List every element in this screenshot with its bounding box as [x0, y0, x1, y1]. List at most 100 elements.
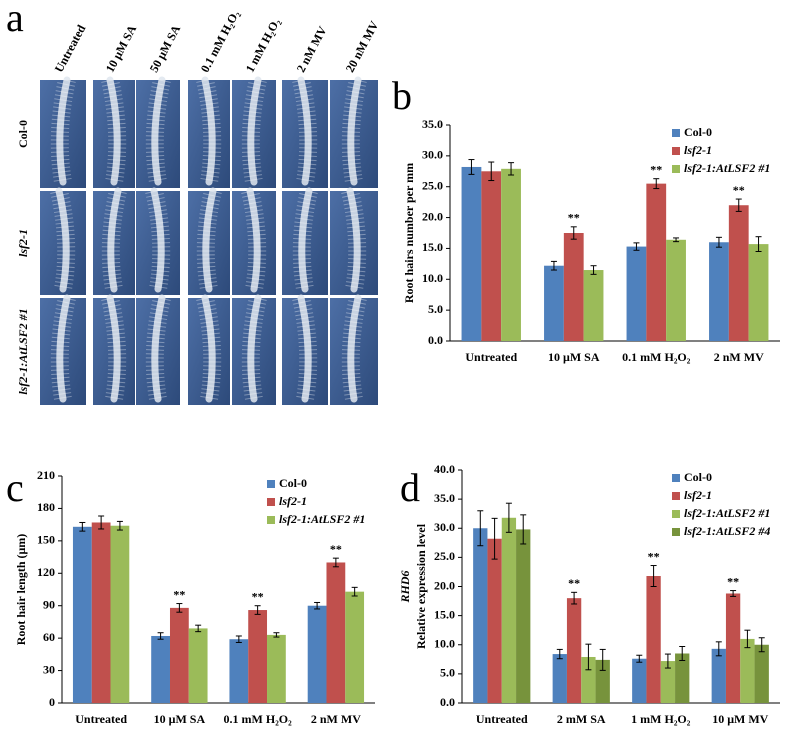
- error-bar: [730, 590, 737, 597]
- y-tick-label: 210: [37, 468, 55, 482]
- column-label: 20 nM MV: [343, 18, 382, 74]
- x-tick-label: 0.1 mM H₂O₂: [622, 350, 691, 364]
- legend-label: Col-0: [684, 125, 712, 139]
- root: [298, 187, 313, 293]
- y-tick-label: 60: [43, 630, 55, 644]
- root-hairs: [101, 296, 127, 401]
- error-bar: [653, 178, 660, 190]
- significance-mark: **: [650, 162, 662, 176]
- column-label: 0.1 mM H₂O₂: [198, 8, 243, 75]
- error-bar: [488, 161, 495, 182]
- root-hairs: [241, 296, 267, 401]
- bar: [646, 576, 661, 703]
- y-tick-label: 30.0: [434, 520, 455, 534]
- root-hairs: [241, 78, 267, 184]
- bar: [626, 246, 647, 341]
- error-bar: [590, 265, 597, 275]
- bar: [566, 598, 582, 703]
- legend-swatch: [672, 129, 680, 137]
- error-bar: [599, 648, 606, 671]
- bar: [345, 591, 365, 703]
- x-tick-label: 2 nM MV: [311, 712, 361, 726]
- error-bar: [636, 654, 643, 663]
- y-tick-label: 0.0: [440, 695, 455, 709]
- significance-mark: **: [173, 587, 185, 601]
- significance-mark: **: [252, 589, 264, 603]
- legend-swatch: [672, 528, 680, 536]
- legend-label: lsf2-1:AtLSF2 #1: [279, 512, 365, 526]
- root: [55, 187, 70, 293]
- bar: [169, 607, 189, 703]
- error-bar: [550, 260, 557, 271]
- error-bar: [633, 242, 640, 251]
- column-label: 1 mM H₂O₂: [243, 16, 283, 75]
- y-tick-label: 120: [37, 565, 55, 579]
- error-bar: [735, 198, 742, 212]
- column-label: 10 μM SA: [103, 22, 140, 74]
- y-tick-label: 20.0: [434, 578, 455, 592]
- bar: [544, 265, 564, 341]
- x-tick-label: 10 μM SA: [154, 712, 206, 726]
- bar: [501, 517, 517, 703]
- root-hairs: [196, 78, 222, 184]
- bar: [740, 638, 755, 703]
- bar: [725, 593, 741, 703]
- significance-mark: **: [733, 183, 745, 197]
- x-tick-label: 10 μM SA: [548, 350, 600, 364]
- error-bar: [332, 557, 339, 568]
- x-tick-label: Untreated: [476, 712, 528, 726]
- root: [151, 76, 166, 186]
- bar: [709, 242, 729, 341]
- y-tick-label: 5.0: [428, 302, 443, 316]
- significance-mark: **: [568, 211, 580, 225]
- root: [347, 76, 362, 186]
- y-tick-label: 20.0: [422, 209, 443, 223]
- error-bar: [715, 236, 722, 248]
- error-bar: [468, 159, 475, 175]
- root-hairs: [145, 78, 171, 184]
- y-tick-label: 25.0: [422, 178, 443, 192]
- legend-swatch: [672, 165, 680, 173]
- y-axis-title: Root hairs number per mm: [402, 163, 416, 303]
- legend-swatch: [672, 510, 680, 518]
- root: [201, 294, 216, 403]
- error-bar: [520, 514, 527, 545]
- error-bar: [508, 162, 515, 176]
- row-label: Col-0: [16, 120, 30, 148]
- bar: [595, 659, 610, 703]
- root: [150, 187, 165, 293]
- error-bar: [570, 226, 577, 240]
- y-axis-title: Relative expression level: [414, 523, 428, 649]
- y-tick-label: 90: [43, 597, 55, 611]
- legend-swatch: [267, 516, 275, 524]
- legend-swatch: [672, 147, 680, 155]
- bar: [151, 635, 170, 703]
- error-bar: [195, 624, 202, 633]
- bar: [632, 658, 647, 703]
- error-bar: [491, 517, 498, 560]
- bar: [307, 605, 327, 703]
- root: [346, 187, 361, 293]
- root-hairs: [341, 296, 367, 401]
- legend-label: lsf2-1: [279, 494, 307, 508]
- root: [297, 294, 312, 403]
- significance-mark: **: [568, 576, 580, 590]
- error-bar: [505, 502, 512, 533]
- legend-label: lsf2-1:AtLSF2 #1: [684, 161, 770, 175]
- y-tick-label: 15.0: [434, 607, 455, 621]
- root: [201, 76, 216, 186]
- y-tick-label: 0.0: [428, 333, 443, 347]
- error-bar: [715, 641, 722, 657]
- error-bar: [650, 565, 657, 587]
- y-tick-label: 10.0: [434, 637, 455, 651]
- bar: [552, 654, 567, 703]
- bar: [461, 166, 482, 341]
- root-hairs: [292, 78, 318, 184]
- bar: [728, 205, 749, 341]
- bar: [675, 653, 690, 703]
- bar: [248, 610, 268, 703]
- y-tick-label: 30.0: [422, 148, 443, 162]
- bar: [326, 562, 346, 703]
- bar: [581, 656, 596, 703]
